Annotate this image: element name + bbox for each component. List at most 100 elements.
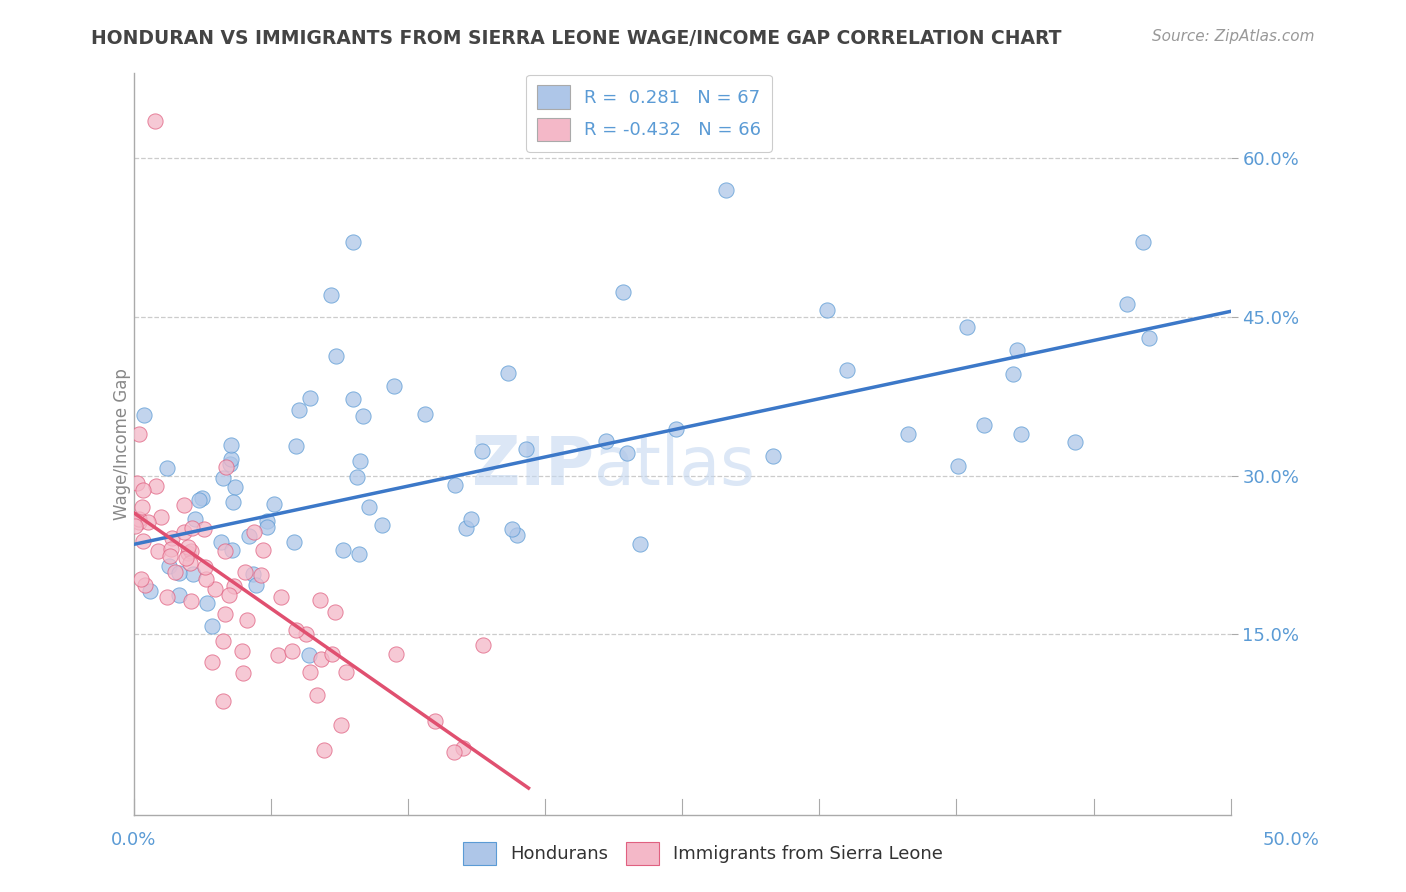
Point (471, 638, 494, 652)
Point (956, 320, 979, 334)
Point (946, 459, 969, 474)
Point (128, 426, 150, 441)
Point (177, 546, 200, 560)
Point (157, 559, 180, 574)
Point (222, 495, 245, 509)
Point (160, 531, 183, 545)
Point (132, 534, 155, 549)
Point (413, 407, 436, 421)
Point (347, 547, 370, 561)
Point (761, 449, 783, 463)
Point (897, 426, 920, 441)
Point (342, 392, 364, 406)
Point (219, 438, 242, 452)
Point (352, 409, 374, 423)
Point (245, 578, 267, 592)
Point (194, 559, 217, 574)
Point (214, 607, 236, 621)
Point (167, 566, 190, 580)
Point (349, 454, 371, 468)
Point (1005, 343, 1028, 357)
Point (211, 634, 233, 648)
Point (233, 565, 256, 579)
Point (145, 113, 167, 128)
Point (179, 557, 201, 571)
Point (177, 540, 200, 554)
Point (131, 483, 153, 497)
Point (835, 363, 858, 377)
Point (506, 528, 529, 542)
Legend: Hondurans, Immigrants from Sierra Leone: Hondurans, Immigrants from Sierra Leone (456, 835, 950, 872)
Point (1010, 426, 1032, 441)
Point (204, 582, 226, 596)
Point (281, 644, 304, 658)
Point (299, 665, 322, 680)
Point (1001, 367, 1024, 381)
Point (444, 478, 467, 492)
Point (1132, 235, 1154, 250)
Point (201, 619, 224, 633)
Point (357, 500, 380, 514)
Point (321, 648, 343, 662)
Point (138, 515, 160, 529)
Point (297, 648, 319, 662)
Point (460, 511, 482, 525)
Point (159, 549, 181, 563)
Point (243, 524, 266, 539)
Point (325, 349, 347, 363)
Point (815, 302, 838, 317)
Point (238, 529, 260, 543)
Point (285, 439, 308, 453)
Point (222, 579, 245, 593)
Point (193, 522, 215, 536)
Point (256, 520, 278, 534)
Point (188, 493, 211, 508)
Point (496, 366, 519, 380)
Point (146, 544, 169, 558)
Point (214, 544, 236, 558)
Point (181, 566, 204, 581)
Point (219, 457, 242, 471)
Point (173, 524, 195, 539)
Point (131, 572, 153, 586)
Point (211, 694, 233, 708)
Point (134, 578, 156, 592)
Point (319, 288, 342, 302)
Point (1064, 434, 1087, 449)
Point (595, 434, 617, 448)
Point (382, 379, 405, 393)
Y-axis label: Wage/Income Gap: Wage/Income Gap (114, 368, 131, 520)
Point (181, 521, 204, 535)
Point (501, 522, 523, 536)
Point (180, 544, 202, 558)
Point (249, 567, 271, 582)
Point (312, 743, 335, 757)
Point (128, 516, 150, 530)
Point (232, 665, 254, 680)
Point (145, 479, 167, 493)
Point (1137, 331, 1160, 345)
Point (471, 444, 494, 458)
Text: 0.0%: 0.0% (111, 831, 156, 849)
Point (128, 511, 150, 525)
Point (270, 590, 292, 604)
Point (242, 567, 264, 582)
Point (423, 714, 446, 728)
Point (218, 588, 240, 602)
Point (215, 460, 238, 475)
Text: 50.0%: 50.0% (1263, 831, 1319, 849)
Point (309, 652, 332, 666)
Point (616, 446, 638, 460)
Point (443, 745, 465, 759)
Point (385, 647, 408, 661)
Point (451, 740, 474, 755)
Point (156, 590, 179, 604)
Point (211, 470, 233, 484)
Point (124, 518, 146, 533)
Point (173, 498, 195, 512)
Point (1115, 297, 1137, 311)
Point (714, 182, 737, 196)
Point (139, 583, 162, 598)
Point (454, 521, 477, 535)
Point (252, 543, 274, 558)
